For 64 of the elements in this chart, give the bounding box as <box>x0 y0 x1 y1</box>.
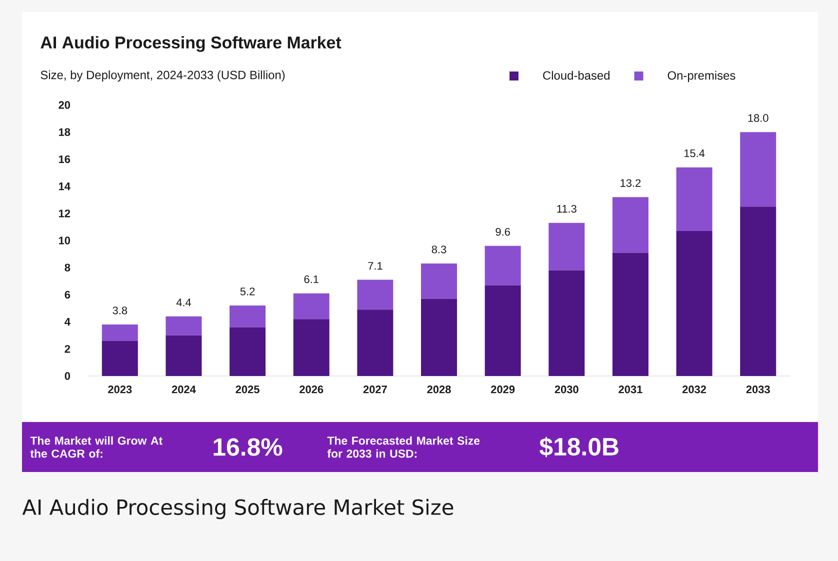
text: 16.8% <box>214 438 282 456</box>
text: $18.0B <box>540 436 618 458</box>
x-tick-label: 2023 <box>108 386 132 394</box>
bar <box>166 335 202 376</box>
total-label: 15.4 <box>684 149 705 158</box>
x-tick-label: 2030 <box>554 386 578 394</box>
bar <box>740 132 776 207</box>
total-label: 11.3 <box>557 204 576 213</box>
bar <box>548 270 585 376</box>
total-label: 3.8 <box>112 306 128 314</box>
bar <box>293 319 330 376</box>
legend-label: On-premises <box>668 70 736 82</box>
total-label: 4.4 <box>176 298 192 306</box>
y-tick-label: 20 <box>58 101 70 109</box>
x-tick-label: 2024 <box>172 386 196 394</box>
bar <box>166 316 202 336</box>
bar <box>484 285 521 376</box>
y-tick-label: 14 <box>58 182 70 190</box>
y-tick-label: 10 <box>58 236 70 244</box>
x-tick-label: 2027 <box>363 386 387 394</box>
y-tick-label: 12 <box>58 210 70 218</box>
y-tick-label: 2 <box>64 345 70 353</box>
total-label: 6.1 <box>304 275 318 284</box>
chart-title: AI Audio Processing Software Market <box>40 36 342 52</box>
text: The Market will Grow At the CAGR of: <box>30 436 162 458</box>
total-label: 9.6 <box>496 228 510 236</box>
y-tick-label: 18 <box>58 128 70 136</box>
bar <box>421 264 458 299</box>
total-label: 13.2 <box>620 179 641 187</box>
total-label: 5.2 <box>240 288 255 296</box>
x-tick-label: 2025 <box>236 386 260 394</box>
bar <box>230 327 266 376</box>
bar <box>548 222 585 270</box>
bar <box>612 197 648 253</box>
x-tick-label: 2029 <box>491 386 515 394</box>
y-tick-label: 16 <box>58 155 70 164</box>
x-tick-label: 2032 <box>682 386 706 394</box>
x-tick-label: 2031 <box>618 386 642 394</box>
bar <box>102 340 138 376</box>
total-label: 18.0 <box>748 114 768 122</box>
chart-subtitle: Size, by Deployment, 2024-2033 (USD Billion) <box>40 70 285 82</box>
legend-label: Cloud-based <box>543 70 610 80</box>
total-label: 7.1 <box>368 262 382 270</box>
x-tick-label: 2028 <box>427 386 451 394</box>
bar <box>421 298 458 376</box>
bar <box>357 310 394 376</box>
bar <box>484 246 521 286</box>
bar <box>676 231 712 376</box>
x-tick-label: 2033 <box>746 386 770 394</box>
x-tick-label: 2026 <box>300 386 324 394</box>
y-tick-label: 6 <box>64 290 70 299</box>
bar <box>293 293 330 320</box>
y-tick-label: 0 <box>64 372 70 380</box>
text: The Forecasted Market Size for 2033 in USD: <box>327 436 480 458</box>
bar <box>357 280 394 310</box>
y-tick-label: 8 <box>64 264 70 272</box>
y-tick-label: 4 <box>64 318 70 326</box>
bar <box>230 306 266 328</box>
bar <box>740 206 776 376</box>
bar <box>612 252 648 376</box>
bar <box>676 167 712 232</box>
total-label: 8.3 <box>432 246 446 254</box>
text: AI Audio Processing Software Market Size <box>22 498 454 520</box>
bar <box>102 324 138 341</box>
